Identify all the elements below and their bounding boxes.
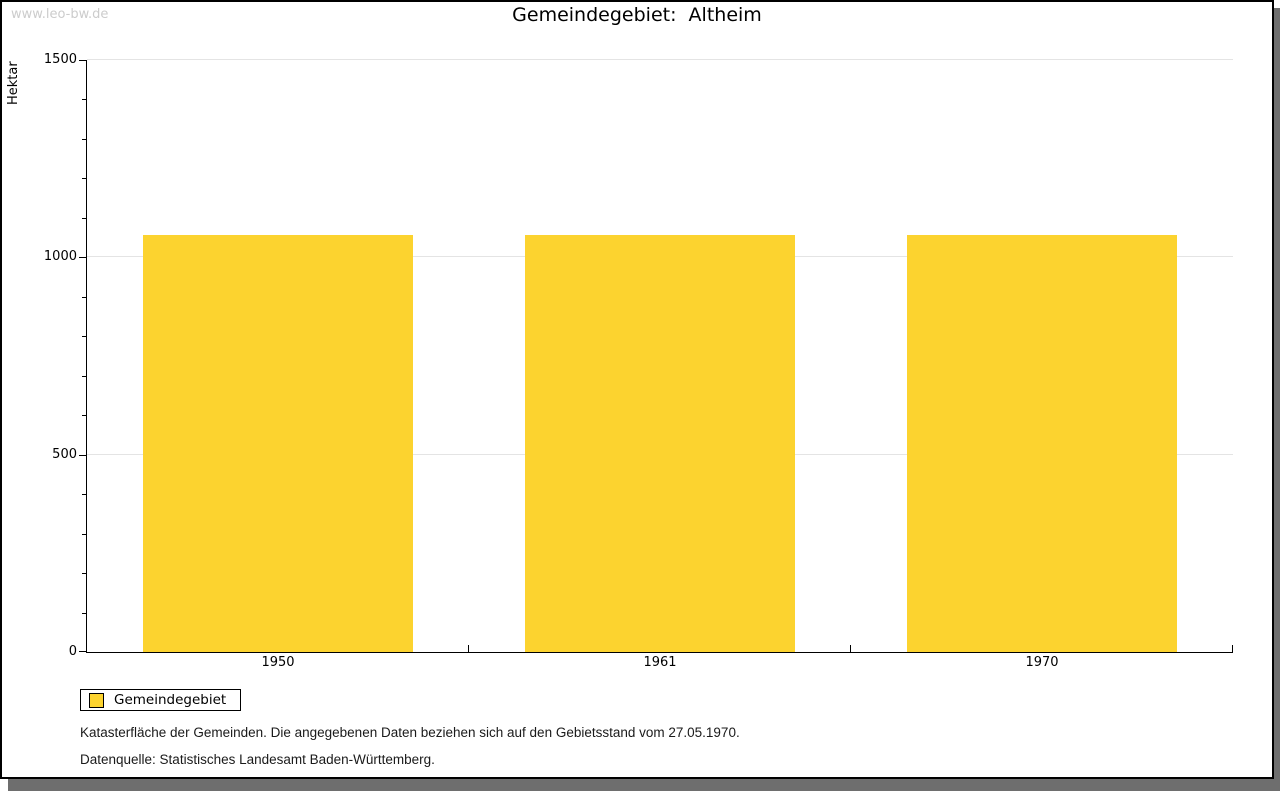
x-boundary-tick-2: [850, 645, 851, 652]
y-minor-tick-400: [82, 494, 87, 496]
plot-area: 0 500 1000 1500 1950 1961 1970: [44, 52, 1233, 670]
watermark: www.leo-bw.de: [11, 7, 109, 22]
y-tick-1500: [79, 60, 87, 61]
y-minor-tick-1200: [82, 178, 87, 180]
y-minor-tick-1400: [82, 99, 87, 101]
y-tick-label-1500: 1500: [43, 52, 77, 67]
legend-label: Gemeindegebiet: [114, 692, 227, 708]
y-tick-500: [79, 454, 87, 456]
y-minor-tick-1300: [82, 138, 87, 140]
y-tick-0: [79, 651, 87, 652]
y-minor-tick-1100: [82, 217, 87, 219]
y-axis-label: Hektar: [6, 61, 21, 105]
y-tick-label-1000: 1000: [43, 249, 77, 265]
x-boundary-tick-3: [1232, 645, 1233, 652]
y-tick-1000: [79, 257, 87, 259]
y-tick-label-0: 0: [68, 644, 77, 659]
legend-swatch: [89, 692, 104, 708]
bar-1961: [525, 235, 795, 652]
y-minor-tick-100: [82, 612, 87, 614]
y-minor-tick-800: [82, 336, 87, 338]
y-minor-tick-900: [82, 296, 87, 298]
y-minor-tick-300: [82, 533, 87, 535]
legend: Gemeindegebiet: [80, 689, 242, 711]
y-minor-tick-600: [82, 415, 87, 417]
x-label-1961: 1961: [643, 655, 677, 670]
x-label-1950: 1950: [261, 655, 295, 670]
bar-1950: [143, 235, 413, 652]
x-boundary-tick-1: [468, 645, 469, 652]
y-tick-label-500: 500: [52, 446, 77, 462]
bar-1970: [907, 235, 1177, 652]
window-shadow-right: [1274, 8, 1280, 791]
gridline-1500: [87, 59, 1233, 60]
x-label-1970: 1970: [1025, 655, 1059, 670]
window-shadow-bottom: [8, 779, 1280, 791]
footer-note: Katasterfläche der Gemeinden. Die angege…: [80, 725, 740, 740]
y-minor-tick-700: [82, 375, 87, 377]
chart-title: Gemeindegebiet: Altheim: [512, 4, 762, 26]
footer-source: Datenquelle: Statistisches Landesamt Bad…: [80, 752, 435, 767]
y-minor-tick-200: [82, 573, 87, 575]
